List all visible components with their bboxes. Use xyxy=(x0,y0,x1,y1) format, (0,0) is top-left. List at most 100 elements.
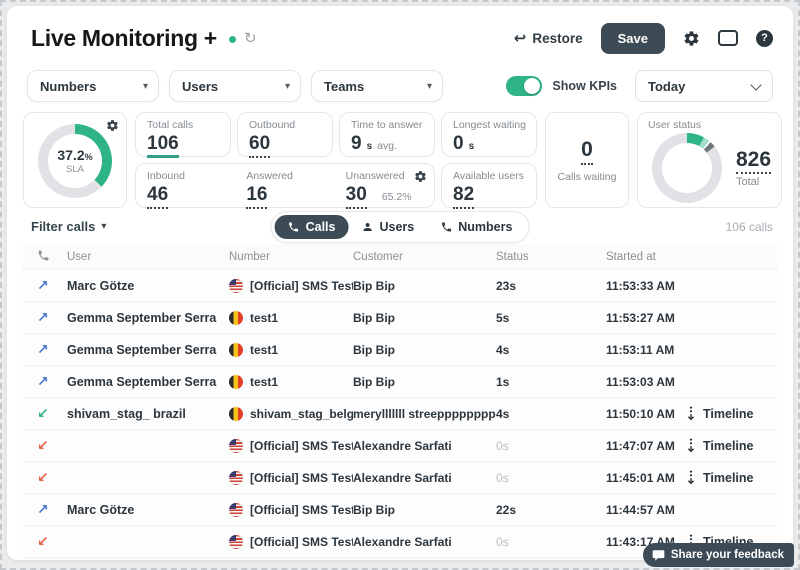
table-row[interactable]: ↙ [Official] SMS Test ... Alexandre Sarf… xyxy=(23,430,777,462)
call-direction-icon: ↗ xyxy=(37,278,49,294)
caret-down-icon: ▾ xyxy=(101,221,106,232)
country-flag-icon xyxy=(229,311,243,325)
row-user: Marc Götze xyxy=(67,279,229,293)
expand-icon xyxy=(718,30,738,46)
row-started-at: 11:53:11 AM xyxy=(606,343,686,357)
col-number: Number xyxy=(229,251,353,263)
page-title: Live Monitoring + xyxy=(31,25,217,52)
caret-down-icon: ▾ xyxy=(285,81,290,92)
phone-icon xyxy=(37,249,50,262)
table-row[interactable]: ↗ Gemma September Serra test1 Bip Bip 4s… xyxy=(23,334,777,366)
view-tabs: Calls Users Numbers xyxy=(271,211,530,243)
timeline-button[interactable]: Timeline xyxy=(686,406,777,421)
row-customer: Alexandre Sarfati xyxy=(353,439,496,453)
row-customer: Bip Bip xyxy=(353,311,496,325)
row-status: 5s xyxy=(496,311,606,325)
call-direction-icon: ↗ xyxy=(37,502,49,518)
filter-calls-label: Filter calls xyxy=(31,219,95,234)
call-direction-icon: ↙ xyxy=(37,534,49,550)
save-button[interactable]: Save xyxy=(601,23,665,54)
call-direction-icon: ↙ xyxy=(37,406,49,422)
table-row[interactable]: ↗ Marc Götze [Official] SMS Test ... Bip… xyxy=(23,270,777,302)
kpi-group-card: Inbound 46 Answered 16 Unanswered 30 65.… xyxy=(135,163,435,208)
table-body: ↗ Marc Götze [Official] SMS Test ... Bip… xyxy=(23,270,777,560)
filter-dropdowns: Numbers ▾ Users ▾ Teams ▾ xyxy=(27,70,453,102)
row-customer: Alexandre Sarfati xyxy=(353,535,496,549)
help-button[interactable]: ? xyxy=(756,30,773,47)
settings-button[interactable] xyxy=(683,30,700,47)
tab-users[interactable]: Users xyxy=(348,215,427,239)
kpi-card-unanswered: Unanswered 30 65.2% xyxy=(335,164,434,209)
calls-waiting-card: 0 Calls waiting xyxy=(545,112,629,208)
user-status-donut-chart xyxy=(652,133,722,203)
restore-label: Restore xyxy=(532,31,582,46)
kpi-card-available-users: Available users 82 xyxy=(441,163,537,208)
col-user: User xyxy=(67,251,229,263)
fullscreen-button[interactable] xyxy=(718,30,738,46)
date-range-value: Today xyxy=(648,79,685,94)
chevron-down-icon xyxy=(750,79,761,90)
sla-label: SLA xyxy=(66,164,84,175)
row-status: 0s xyxy=(496,439,606,453)
refresh-icon[interactable]: ↻ xyxy=(244,29,257,47)
filter-dropdown-users[interactable]: Users ▾ xyxy=(169,70,301,102)
timeline-icon xyxy=(686,406,696,421)
sla-gear-icon[interactable] xyxy=(106,119,119,132)
kpi-card-total-calls: Total calls 106 xyxy=(135,112,231,157)
row-status: 22s xyxy=(496,503,606,517)
row-user: Gemma September Serra xyxy=(67,375,229,389)
country-flag-icon xyxy=(229,279,243,293)
row-user: Marc Götze xyxy=(67,503,229,517)
show-kpis-toggle[interactable] xyxy=(506,76,542,96)
country-flag-icon xyxy=(229,471,243,485)
caret-down-icon: ▾ xyxy=(143,81,148,92)
table-row[interactable]: ↙ shivam_stag_ brazil shivam_stag_belg..… xyxy=(23,398,777,430)
table-row[interactable]: ↗ Gemma September Serra test1 Bip Bip 5s… xyxy=(23,302,777,334)
filter-dropdown-teams[interactable]: Teams ▾ xyxy=(311,70,443,102)
tab-calls[interactable]: Calls xyxy=(275,215,349,239)
person-icon xyxy=(361,221,373,233)
country-flag-icon xyxy=(229,535,243,549)
share-feedback-button[interactable]: Share your feedback xyxy=(643,543,794,567)
table-row[interactable]: ↙ [Official] SMS Test ... Alexandre Sarf… xyxy=(23,462,777,494)
row-user: Gemma September Serra xyxy=(67,343,229,357)
row-customer: Bip Bip xyxy=(353,503,496,517)
kpi-card-longest-waiting: Longest waiting 0 s xyxy=(441,112,537,157)
date-range-select[interactable]: Today xyxy=(635,70,773,102)
row-status: 0s xyxy=(496,535,606,549)
restore-button[interactable]: ↩ Restore xyxy=(514,29,583,47)
row-number: [Official] SMS Test ... xyxy=(250,535,353,549)
sla-unit: % xyxy=(85,152,93,162)
row-status: 4s xyxy=(496,407,606,421)
top-bar: Live Monitoring + ↻ ↩ Restore Save ? xyxy=(7,6,793,62)
row-customer: Bip Bip xyxy=(353,343,496,357)
table-header: User Number Customer Status Started at xyxy=(23,244,777,270)
row-number: test1 xyxy=(250,343,278,357)
kpi-section: 37.2% SLA Total calls 106 Outbound 60 Ti… xyxy=(7,108,793,210)
calls-table: User Number Customer Status Started at ↗… xyxy=(23,244,777,560)
row-started-at: 11:47:07 AM xyxy=(606,439,686,453)
row-customer: merylllllll streeppppppppppp... xyxy=(353,407,496,421)
timeline-button[interactable]: Timeline xyxy=(686,470,777,485)
sla-value: 37.2 xyxy=(57,147,84,163)
call-direction-icon: ↙ xyxy=(37,438,49,454)
row-started-at: 11:44:57 AM xyxy=(606,503,686,517)
row-status: 4s xyxy=(496,343,606,357)
table-toolbar: Filter calls ▾ Calls Users Numbers 106 c… xyxy=(7,210,793,238)
row-started-at: 11:45:01 AM xyxy=(606,471,686,485)
filter-dropdown-numbers[interactable]: Numbers ▾ xyxy=(27,70,159,102)
tab-numbers[interactable]: Numbers xyxy=(427,215,525,239)
col-status: Status xyxy=(496,251,606,263)
user-status-label: User status xyxy=(648,119,771,131)
row-status: 23s xyxy=(496,279,606,293)
country-flag-icon xyxy=(229,343,243,357)
table-row[interactable]: ↗ Marc Götze [Official] SMS Test ... Bip… xyxy=(23,494,777,526)
speech-bubble-icon xyxy=(652,549,665,562)
sla-donut-chart: 37.2% SLA xyxy=(38,124,112,198)
kpi-value: 0 xyxy=(453,133,464,155)
row-status: 1s xyxy=(496,375,606,389)
row-number: test1 xyxy=(250,311,278,325)
timeline-button[interactable]: Timeline xyxy=(686,438,777,453)
filter-calls-button[interactable]: Filter calls ▾ xyxy=(31,219,106,234)
table-row[interactable]: ↗ Gemma September Serra test1 Bip Bip 1s… xyxy=(23,366,777,398)
